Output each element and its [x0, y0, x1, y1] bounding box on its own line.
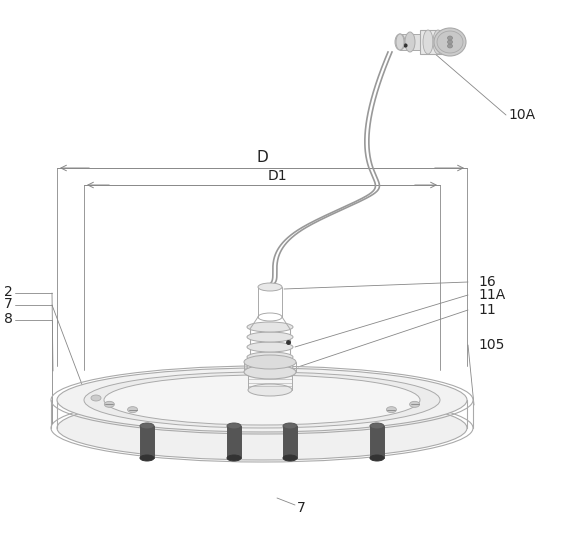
Ellipse shape — [244, 355, 296, 369]
Ellipse shape — [448, 40, 453, 44]
Text: 11A: 11A — [478, 288, 506, 302]
Ellipse shape — [57, 368, 467, 432]
Text: D: D — [256, 150, 268, 165]
Bar — [400, 34, 425, 50]
Text: 7: 7 — [297, 501, 306, 515]
Ellipse shape — [370, 455, 384, 461]
Ellipse shape — [448, 36, 453, 40]
Ellipse shape — [405, 32, 415, 52]
Ellipse shape — [227, 455, 241, 461]
Ellipse shape — [423, 30, 433, 54]
Text: 7: 7 — [4, 297, 13, 311]
Ellipse shape — [433, 30, 443, 54]
Text: 10A: 10A — [508, 108, 535, 122]
Ellipse shape — [448, 44, 453, 48]
Ellipse shape — [247, 332, 293, 342]
Bar — [283, 426, 297, 458]
Ellipse shape — [437, 31, 463, 53]
Text: 2: 2 — [4, 285, 13, 299]
Ellipse shape — [244, 365, 296, 379]
Bar — [140, 426, 154, 458]
Text: D1: D1 — [267, 169, 287, 183]
Ellipse shape — [247, 342, 293, 352]
Ellipse shape — [370, 423, 384, 429]
Text: 11: 11 — [478, 303, 496, 317]
Ellipse shape — [410, 401, 420, 408]
Ellipse shape — [247, 322, 293, 332]
Ellipse shape — [386, 407, 396, 412]
Ellipse shape — [57, 396, 467, 460]
Ellipse shape — [283, 455, 297, 461]
Bar — [227, 426, 241, 458]
Text: 105: 105 — [478, 338, 504, 352]
Ellipse shape — [248, 384, 292, 396]
Ellipse shape — [140, 423, 154, 429]
Ellipse shape — [227, 423, 241, 429]
Text: 16: 16 — [478, 275, 496, 289]
Ellipse shape — [283, 423, 297, 429]
Ellipse shape — [84, 372, 440, 428]
Ellipse shape — [434, 28, 466, 56]
Ellipse shape — [91, 395, 101, 401]
Ellipse shape — [128, 407, 137, 412]
Ellipse shape — [105, 401, 114, 408]
Ellipse shape — [140, 455, 154, 461]
Ellipse shape — [396, 34, 404, 50]
Ellipse shape — [248, 366, 292, 378]
Bar — [370, 426, 384, 458]
Ellipse shape — [395, 34, 405, 50]
Bar — [420, 30, 450, 54]
Ellipse shape — [258, 283, 282, 291]
Ellipse shape — [247, 362, 293, 372]
Text: 8: 8 — [4, 312, 13, 326]
Ellipse shape — [247, 352, 293, 362]
Ellipse shape — [104, 375, 420, 425]
